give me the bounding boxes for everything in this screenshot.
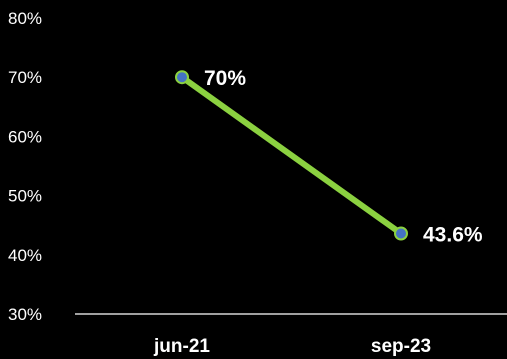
y-tick-label: 50% xyxy=(8,187,42,206)
x-tick-label: jun-21 xyxy=(153,336,210,357)
x-tick-label: sep-23 xyxy=(371,336,431,357)
y-tick-label: 70% xyxy=(8,68,42,87)
data-point-marker xyxy=(175,70,189,85)
y-tick-label: 40% xyxy=(8,246,42,265)
y-tick-label: 30% xyxy=(8,305,42,324)
data-point-marker xyxy=(394,226,408,241)
y-tick-label: 60% xyxy=(8,127,42,146)
data-label: 70% xyxy=(204,67,246,90)
data-labels: 70% 43.6% xyxy=(204,67,483,246)
series-group xyxy=(175,70,408,241)
y-axis-tick-labels: 30% 40% 50% 60% 70% 80% xyxy=(8,9,42,324)
data-label: 43.6% xyxy=(423,223,483,246)
series-line xyxy=(179,74,404,237)
y-tick-label: 80% xyxy=(8,9,42,28)
x-axis-tick-labels: jun-21 sep-23 xyxy=(153,336,431,357)
